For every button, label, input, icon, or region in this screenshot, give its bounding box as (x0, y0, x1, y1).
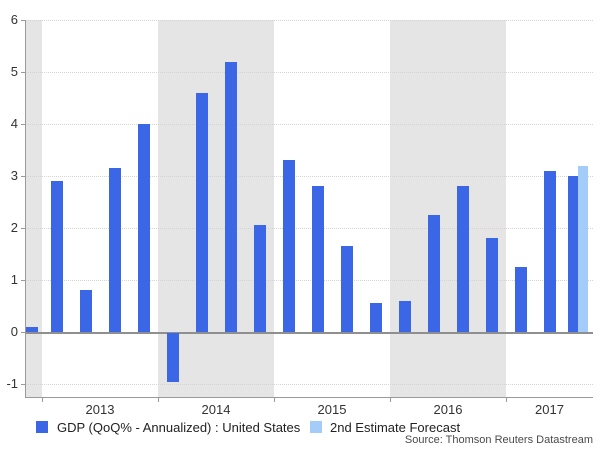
forecast-legend-swatch (310, 421, 322, 433)
x-tick-mark-2015 (274, 398, 275, 402)
y-tick-label-0: 0 (10, 324, 18, 339)
bar-2014-q4 (253, 225, 266, 333)
shaded-band-2016 (390, 20, 506, 397)
bar-2015-q2 (311, 186, 324, 333)
y-axis-line (25, 20, 26, 397)
gdp-legend-swatch (36, 421, 48, 433)
x-tick-mark-2016 (390, 398, 391, 402)
x-tick-mark-2017 (506, 398, 507, 402)
bar-2014-q2 (195, 92, 208, 332)
year-label-2014: 2014 (201, 402, 231, 417)
y-tick-mark--1 (21, 384, 25, 385)
forecast-legend-label: 2nd Estimate Forecast (330, 420, 461, 435)
year-label-2013: 2013 (85, 402, 115, 417)
x-tick-mark-2013 (42, 398, 43, 402)
forecast-bar-2017-q3 (578, 165, 588, 332)
bar-2013-q3 (108, 168, 121, 333)
gridline-2 (25, 228, 593, 229)
y-tick-mark-1 (21, 280, 25, 281)
bar-2015-q1 (282, 160, 295, 333)
bar-2016-q3 (456, 186, 469, 333)
y-tick-label-2: 2 (10, 220, 18, 235)
bar-2017-q2 (543, 170, 556, 332)
y-tick-label-4: 4 (10, 116, 18, 131)
y-tick-mark-0 (21, 332, 25, 333)
x-tick-mark-2014 (158, 398, 159, 402)
bar-2013-q2 (79, 290, 92, 333)
year-label-2017: 2017 (535, 402, 564, 417)
bar-2013-q4 (137, 124, 150, 332)
y-tick-mark-5 (21, 72, 25, 73)
x-axis-line (25, 397, 593, 398)
gridline-1 (25, 280, 593, 281)
y-tick-label-5: 5 (10, 64, 18, 79)
bar-2017-q1 (514, 267, 527, 332)
plot-area (25, 20, 593, 397)
bar-2013-q1 (50, 181, 63, 333)
gdp-legend-label: GDP (QoQ% - Annualized) : United States (57, 420, 301, 435)
bar-2017-q3 (568, 176, 580, 332)
year-label-2015: 2015 (317, 402, 347, 417)
gridline-4 (25, 124, 593, 125)
gridline--1 (25, 384, 593, 385)
bar-2012-q4 (25, 326, 38, 332)
year-label-2016: 2016 (433, 402, 463, 417)
bar-2014-q3 (224, 61, 237, 332)
bar-2016-q4 (485, 238, 498, 333)
gridline-3 (25, 176, 593, 177)
y-tick-mark-2 (21, 228, 25, 229)
bar-2014-q1 (166, 333, 179, 382)
y-tick-mark-4 (21, 124, 25, 125)
y-tick-mark-3 (21, 176, 25, 177)
y-tick-label-6: 6 (10, 12, 18, 27)
bar-2015-q4 (369, 303, 382, 333)
bar-2016-q1 (398, 300, 411, 332)
shaded-band-2012 (26, 20, 42, 397)
y-tick-label-3: 3 (10, 168, 18, 183)
legend: GDP (QoQ% - Annualized) : United States … (0, 420, 600, 436)
bar-2015-q3 (340, 246, 353, 333)
gridline-0 (25, 332, 593, 334)
y-tick-mark-6 (21, 20, 25, 21)
gridline-5 (25, 72, 593, 73)
y-tick-label-1: 1 (10, 272, 18, 287)
bar-2016-q2 (427, 215, 440, 332)
gridline-6 (25, 20, 593, 21)
y-tick-label--1: -1 (6, 376, 18, 391)
source-note: Source: Thomson Reuters Datastream (404, 434, 593, 446)
